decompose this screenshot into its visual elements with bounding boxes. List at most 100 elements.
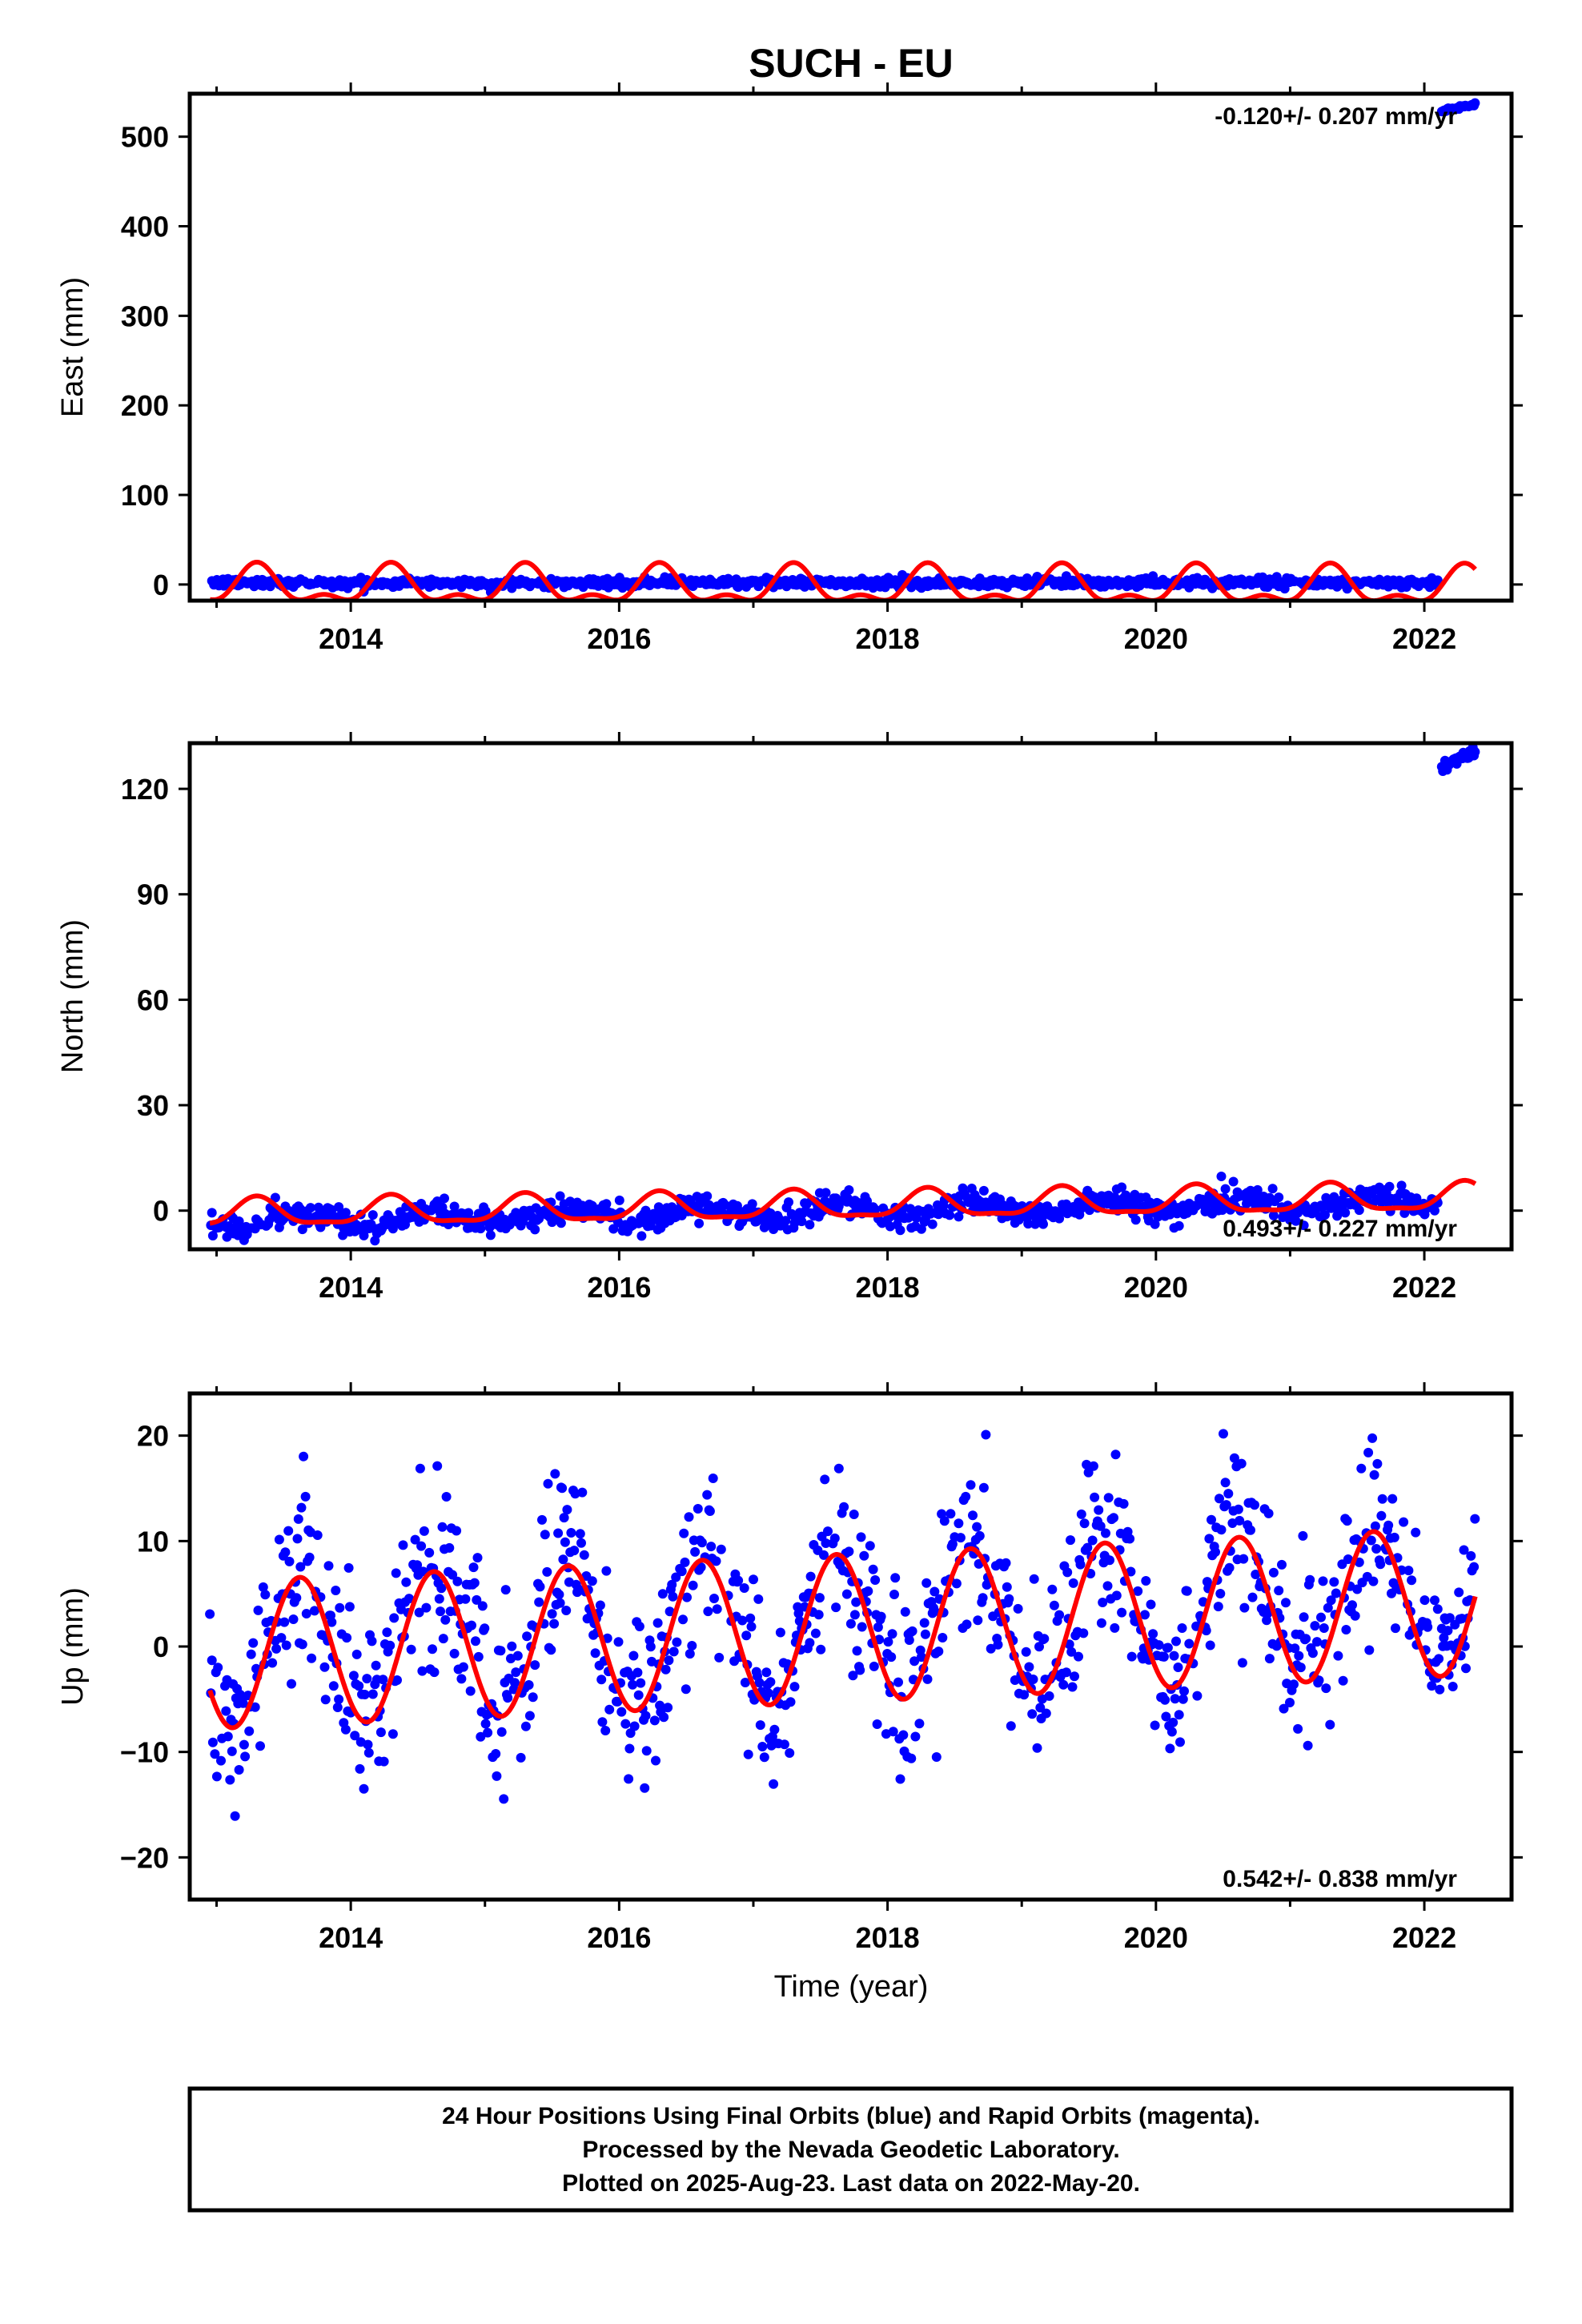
north-point: [653, 1202, 664, 1212]
up-point: [1290, 1643, 1300, 1654]
up-point: [922, 1674, 933, 1684]
up-point: [260, 1590, 271, 1600]
up-point: [640, 1783, 650, 1793]
east-x-tick-label: 2022: [1392, 622, 1456, 655]
up-point: [328, 1681, 339, 1691]
up-point: [503, 1693, 513, 1703]
north-point: [480, 1206, 491, 1216]
up-point: [757, 1742, 768, 1751]
up-point: [507, 1641, 517, 1651]
up-point: [553, 1528, 564, 1538]
north-y-tick-label: 120: [121, 773, 169, 806]
up-point: [458, 1662, 468, 1672]
up-point: [629, 1721, 640, 1731]
up-point: [1263, 1508, 1274, 1518]
up-point: [946, 1509, 956, 1519]
north-point: [694, 1218, 705, 1228]
up-point: [1279, 1703, 1289, 1714]
up-point: [1174, 1710, 1184, 1720]
up-point: [900, 1606, 910, 1617]
north-point: [614, 1195, 624, 1205]
up-point: [391, 1568, 401, 1578]
up-point: [743, 1749, 753, 1759]
up-point: [1221, 1500, 1231, 1510]
up-point: [359, 1783, 369, 1794]
north-point: [1430, 1205, 1439, 1216]
up-point: [207, 1737, 218, 1747]
up-point: [1213, 1602, 1223, 1612]
up-y-axis-label: Up (mm): [56, 1587, 90, 1706]
east-y-tick-label: 500: [121, 121, 169, 154]
up-point: [821, 1538, 831, 1548]
up-point: [1387, 1494, 1398, 1504]
up-point: [1133, 1586, 1143, 1596]
up-point: [421, 1602, 432, 1613]
north-point: [781, 1216, 791, 1226]
up-point: [1432, 1604, 1443, 1614]
up-point: [389, 1613, 400, 1623]
up-point: [852, 1646, 862, 1656]
up-point: [1141, 1576, 1151, 1586]
footer-box: 24 Hour Positions Using Final Orbits (bl…: [187, 2086, 1514, 2213]
up-point: [869, 1661, 879, 1671]
up-point: [934, 1647, 944, 1657]
up-model-line: [207, 1529, 1478, 1731]
up-point: [1325, 1719, 1335, 1730]
east-point: [1470, 98, 1480, 108]
north-point: [1242, 1199, 1251, 1208]
up-point: [1004, 1594, 1014, 1604]
up-point: [510, 1678, 520, 1688]
up-point: [1216, 1525, 1227, 1535]
up-x-tick-label: 2016: [587, 1921, 651, 1954]
up-point: [684, 1512, 694, 1522]
up-point: [914, 1719, 925, 1729]
up-point: [492, 1771, 502, 1781]
up-point: [978, 1593, 988, 1603]
up-point: [679, 1528, 689, 1538]
up-point: [1205, 1640, 1215, 1651]
up-point: [887, 1629, 897, 1639]
north-point: [359, 1230, 369, 1240]
north-point: [1268, 1210, 1279, 1220]
north-model-line: [208, 1177, 1477, 1226]
up-y-tick-label: 10: [137, 1525, 169, 1558]
up-point: [709, 1594, 719, 1603]
north-point: [297, 1224, 307, 1235]
up-point: [620, 1719, 631, 1729]
up-point: [401, 1577, 412, 1587]
up-point: [1369, 1470, 1379, 1480]
up-point: [1289, 1679, 1299, 1690]
up-point: [227, 1746, 237, 1756]
east-x-tick-label: 2014: [319, 622, 383, 655]
north-point: [601, 1199, 612, 1209]
east-rate-label: -0.120+/- 0.207 mm/yr: [1215, 103, 1457, 130]
up-point: [1354, 1557, 1364, 1567]
up-point: [429, 1667, 440, 1678]
up-point: [449, 1648, 460, 1659]
up-point: [205, 1609, 215, 1619]
up-point: [363, 1739, 373, 1750]
up-point: [334, 1695, 344, 1704]
up-point: [417, 1666, 428, 1676]
north-x-tick-label: 2018: [856, 1271, 920, 1304]
up-point: [1175, 1737, 1185, 1747]
east-y-tick-label: 200: [121, 389, 169, 422]
up-point: [1391, 1623, 1400, 1634]
up-point: [1370, 1521, 1380, 1531]
up-point: [1285, 1698, 1295, 1707]
up-point: [714, 1652, 725, 1663]
up-point: [1329, 1577, 1339, 1587]
up-point: [569, 1546, 580, 1556]
up-point: [1368, 1576, 1379, 1586]
up-point: [327, 1617, 337, 1627]
up-point: [978, 1482, 989, 1493]
north-point: [1174, 1220, 1184, 1231]
up-point: [295, 1562, 306, 1572]
up-point: [576, 1538, 586, 1548]
up-point: [1235, 1381, 1245, 1390]
east-y-tick-label: 300: [121, 300, 169, 332]
up-point: [693, 1504, 703, 1514]
up-point: [873, 1622, 883, 1632]
north-point: [720, 1200, 730, 1210]
up-point: [331, 1586, 341, 1595]
